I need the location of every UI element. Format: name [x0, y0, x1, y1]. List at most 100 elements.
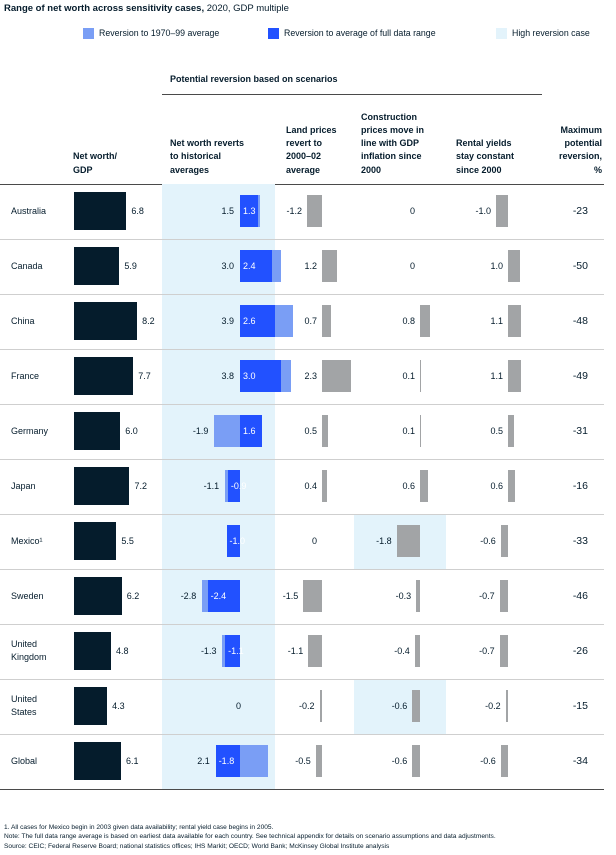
footnote-source: Source: CEIC; Federal Reserve Board; nat… [4, 842, 390, 850]
land-price-value: -1.1 [287, 646, 304, 656]
reversion-1970-99-value: 2.1 [197, 756, 210, 766]
column-header-line: inflation since [361, 151, 422, 162]
country-label: Global [11, 755, 37, 768]
rental-yield-bar [499, 635, 508, 667]
high-reversion-band-historical [162, 184, 275, 789]
column-header-rental: Rental yields stay constant since 2000 [456, 137, 536, 177]
country-label-line: Japan [11, 480, 36, 491]
rental-yield-value: 0.5 [490, 426, 503, 436]
reversion-1970-99-bar [240, 745, 269, 777]
construction-value: 0 [409, 206, 415, 216]
construction-bar [414, 635, 420, 667]
legend-label: Reversion to average of full data range [284, 28, 436, 38]
country-label-line: Mexico¹ [11, 535, 43, 546]
column-header-line: GDP [73, 164, 93, 175]
land-price-value: 0.4 [304, 481, 317, 491]
country-label-line: France [11, 370, 40, 381]
header-rule [0, 184, 604, 185]
rental-yield-bar [500, 525, 508, 557]
country-label: United Kingdom [11, 638, 47, 664]
land-price-value: 2.3 [304, 371, 317, 381]
country-label-line: Sweden [11, 590, 44, 601]
legend-swatch-dark [268, 27, 279, 39]
reversion-full-range-bar [215, 745, 240, 777]
column-header-line: reversion, [558, 151, 602, 162]
reversion-full-range-value: 3.0 [243, 371, 256, 381]
column-header-line: revert to [286, 138, 323, 149]
footnotes: 1. All cases for Mexico begin in 2003 gi… [4, 823, 496, 851]
rental-yield-value: 1.1 [490, 316, 503, 326]
column-header-line: Rental yields [456, 138, 512, 149]
net-worth-bar [74, 742, 121, 780]
column-header-line: Net worth reverts [170, 138, 245, 149]
net-worth-value: 6.1 [125, 756, 139, 766]
rental-yield-value: -0.6 [480, 536, 496, 546]
column-header-line: 2000 [361, 164, 382, 175]
net-worth-value: 8.2 [142, 316, 155, 326]
column-header-construction: Construction prices move in line with GDP i… [361, 111, 451, 177]
net-worth-value: 5.5 [121, 536, 134, 546]
net-worth-bar [74, 412, 121, 450]
net-worth-value: 6.2 [126, 591, 140, 601]
net-worth-bar [74, 467, 130, 505]
land-price-value: -1.5 [282, 591, 299, 601]
country-label: Germany [11, 425, 48, 438]
rental-yield-value: -0.7 [479, 591, 495, 601]
net-worth-bar [74, 522, 117, 560]
net-worth-value: 7.2 [134, 481, 147, 491]
rental-yield-bar [508, 250, 520, 282]
land-price-bar [322, 360, 351, 392]
construction-bar [420, 415, 422, 447]
reversion-1970-99-value: 3.8 [221, 371, 234, 381]
reversion-full-range-bar [240, 305, 276, 337]
rental-yield-value: -0.6 [480, 756, 496, 766]
reversion-full-range-bar [207, 580, 240, 612]
net-worth-value: 5.9 [124, 261, 137, 271]
rental-yield-bar [508, 415, 514, 447]
max-reversion-value: -33 [572, 535, 588, 547]
row-separator [0, 734, 604, 735]
rental-yield-value: -0.2 [485, 701, 501, 711]
construction-value: -0.3 [395, 591, 412, 601]
legend-item-high-case: High reversion case [496, 27, 590, 39]
land-price-bar [315, 745, 322, 777]
land-price-bar [319, 690, 322, 722]
row-separator [0, 679, 604, 680]
rental-yield-bar [500, 745, 508, 777]
rental-yield-bar [508, 305, 522, 337]
column-header-line: potential [564, 138, 603, 149]
land-price-value: 1.2 [304, 261, 317, 271]
land-price-bar [303, 580, 322, 612]
construction-bar [420, 360, 422, 392]
rental-yield-value: 1.1 [490, 371, 503, 381]
land-price-value: -1.2 [286, 206, 302, 216]
footnote-note: Note: The full data range average is bas… [4, 833, 496, 841]
land-price-value: -0.5 [295, 756, 311, 766]
country-label-line: Kingdom [11, 652, 47, 662]
reversion-1970-99-value: -1.9 [192, 426, 209, 436]
column-header-line: Land prices [286, 124, 337, 135]
construction-bar [396, 525, 420, 557]
reversion-full-range-bar [240, 415, 262, 447]
net-worth-bar [74, 577, 122, 615]
reversion-1970-99-value: 1.5 [221, 206, 234, 216]
reversion-full-range-value: -1.0 [229, 536, 246, 546]
net-worth-bar [74, 357, 134, 395]
construction-bar [412, 745, 420, 777]
country-label: Australia [11, 205, 46, 218]
reversion-1970-99-value: 3.0 [221, 261, 234, 271]
column-header-line: average [286, 164, 321, 175]
column-header-historical: Net worth reverts to historical averages [170, 137, 280, 177]
reversion-full-range-value: -0.9 [230, 481, 247, 491]
net-worth-bar [74, 632, 111, 670]
reversion-full-range-value: -2.4 [210, 591, 227, 601]
rental-yield-bar [499, 580, 508, 612]
column-header-land: Land prices revert to 2000–02 average [286, 124, 361, 177]
row-separator [0, 459, 604, 460]
construction-value: 0.1 [402, 426, 415, 436]
row-separator [0, 514, 604, 515]
reversion-full-range-bar [240, 360, 281, 392]
legend-swatch-high [496, 27, 507, 39]
column-header-max: Maximum potential reversion,% [536, 124, 602, 177]
net-worth-bar [74, 687, 108, 725]
